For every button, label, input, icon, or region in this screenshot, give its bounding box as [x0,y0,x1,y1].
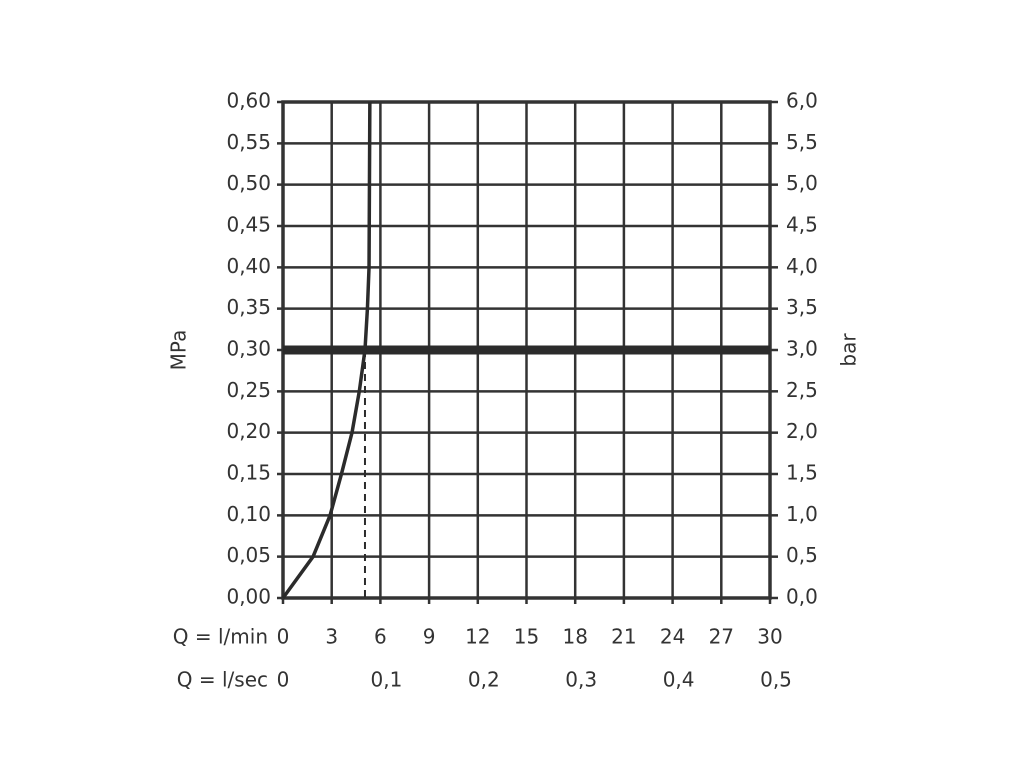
y2-tick-label: 3,0 [786,337,818,361]
x-tick-label: 9 [423,625,436,649]
x-tick-label: 21 [611,625,636,649]
y-tick-label: 0,20 [226,419,271,443]
y2-tick-label: 6,0 [786,89,818,113]
y2-tick-label: 1,0 [786,502,818,526]
y-tick-label: 0,35 [226,295,271,319]
x2-tick-label: 0 [277,668,290,692]
y2-axis-label: bar [837,333,861,367]
x2-tick-label: 0,4 [663,668,695,692]
x-tick-label: 24 [660,625,685,649]
x2-tick-label: 0,2 [468,668,500,692]
x-tick-label: 3 [325,625,338,649]
x-tick-label: 6 [374,625,387,649]
y-tick-label: 0,45 [226,213,271,237]
y-tick-label: 0,55 [226,130,271,154]
y2-tick-label: 0,5 [786,543,818,567]
y-tick-label: 0,60 [226,89,271,113]
x-tick-label: 0 [277,625,290,649]
x-tick-label: 12 [465,625,490,649]
y-axis-label: MPa [167,330,191,371]
y2-tick-label: 2,5 [786,378,818,402]
x-tick-label: 30 [757,625,782,649]
y2-tick-label: 2,0 [786,419,818,443]
x2-axis-label: Q = l/sec [177,668,268,692]
y-tick-label: 0,05 [226,543,271,567]
curve [281,101,372,600]
y2-tick-label: 3,5 [786,295,818,319]
x2-tick-label: 0,1 [370,668,402,692]
x2-tick-label: 0,5 [760,668,792,692]
y-tick-label: 0,15 [226,461,271,485]
y2-tick-label: 1,5 [786,461,818,485]
x-tick-label: 18 [562,625,587,649]
y2-tick-label: 4,5 [786,213,818,237]
y-tick-label: 0,00 [226,585,271,609]
y-tick-label: 0,30 [226,337,271,361]
y2-tick-label: 5,0 [786,171,818,195]
y2-tick-label: 0,0 [786,585,818,609]
x-axis-label: Q = l/min [173,625,268,649]
x-tick-label: 27 [709,625,734,649]
y-tick-label: 0,40 [226,254,271,278]
y-tick-label: 0,50 [226,171,271,195]
y2-tick-label: 5,5 [786,130,818,154]
y-tick-label: 0,10 [226,502,271,526]
y2-tick-label: 4,0 [786,254,818,278]
y-tick-label: 0,25 [226,378,271,402]
x-tick-label: 15 [514,625,539,649]
x2-tick-label: 0,3 [565,668,597,692]
